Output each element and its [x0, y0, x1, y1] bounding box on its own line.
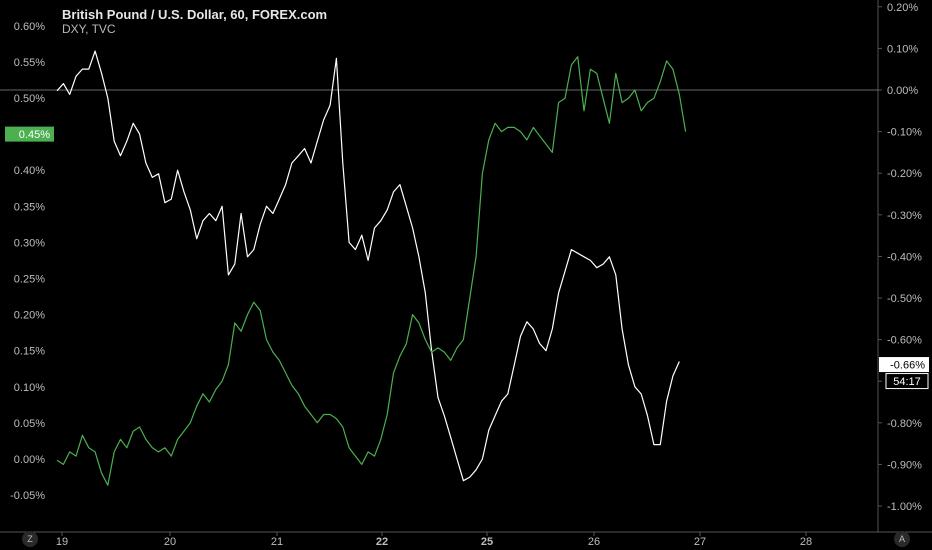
bar-countdown-label: 54:17 [893, 376, 921, 388]
right-tick-label: -0.40% [887, 251, 922, 263]
right-tick-label: -0.60% [887, 335, 922, 347]
right-current-value-label: -0.66% [890, 360, 925, 372]
bar-countdown-bg [885, 373, 929, 390]
left-tick-label: 0.00% [14, 454, 45, 466]
right-tick-label: 0.10% [887, 43, 918, 55]
right-tick-label: -0.90% [887, 459, 922, 471]
compare-symbol-label[interactable]: DXY, TVC [62, 22, 116, 36]
left-tick-label: 0.25% [14, 274, 45, 286]
right-tick-label: -0.50% [887, 293, 922, 305]
auto-zoom-button[interactable]: Z [22, 531, 38, 547]
left-tick-label: 0.40% [14, 165, 45, 177]
left-tick-label: 0.35% [14, 201, 45, 213]
right-tick-label: 0.00% [887, 85, 918, 97]
left-tick-label: 0.30% [14, 237, 45, 249]
series-layer [56, 50, 687, 486]
time-tick-label: 27 [694, 536, 706, 548]
right-current-value-bg [879, 357, 929, 373]
right-tick-label: -0.20% [887, 168, 922, 180]
right-tick-label: -0.10% [887, 127, 922, 139]
left-tick-label: 0.15% [14, 346, 45, 358]
left-current-value-bg [5, 126, 54, 142]
time-tick-label: 21 [271, 536, 283, 548]
chart-title: British Pound / U.S. Dollar, 60, FOREX.c… [62, 7, 328, 22]
right-price-axis[interactable]: 0.20% 0.10% 0.00% -0.10% -0.20% -0.30% -0.40% -… [878, 2, 922, 513]
right-tick-label: -1.00% [887, 501, 922, 513]
left-price-axis[interactable]: 0.60%0.55%0.50%0.45%0.40%0.35%0.30%0.25%… [10, 21, 45, 502]
left-tick-label: -0.05% [10, 490, 45, 502]
current-value-labels: 0.45% -0.66% 54:17 [5, 126, 929, 390]
left-tick-label: 0.60% [14, 21, 45, 33]
right-tick-label: 0.20% [887, 2, 918, 14]
time-tick-label: 26 [588, 536, 600, 548]
dxy-series-line[interactable] [56, 56, 687, 486]
time-tick-label: 19 [56, 536, 68, 548]
left-tick-label: 0.05% [14, 418, 45, 430]
time-tick-label: 20 [164, 536, 176, 548]
time-tick-label: 22 [376, 536, 388, 548]
right-tick-label: -0.30% [887, 210, 922, 222]
left-tick-label: 0.20% [14, 310, 45, 322]
time-tick-label: 25 [481, 536, 493, 548]
left-tick-label: 0.50% [14, 93, 45, 105]
left-tick-label: 0.55% [14, 57, 45, 69]
left-current-value-label: 0.45% [19, 129, 50, 141]
left-tick-label: 0.10% [14, 382, 45, 394]
time-axis[interactable]: 19 20 21 22 25 26 27 28 [56, 532, 812, 548]
gbpusd-series-line[interactable] [56, 50, 680, 482]
time-tick-label: 28 [800, 536, 812, 548]
right-tick-label: -0.80% [887, 418, 922, 430]
auto-scale-button[interactable]: A [894, 531, 910, 547]
